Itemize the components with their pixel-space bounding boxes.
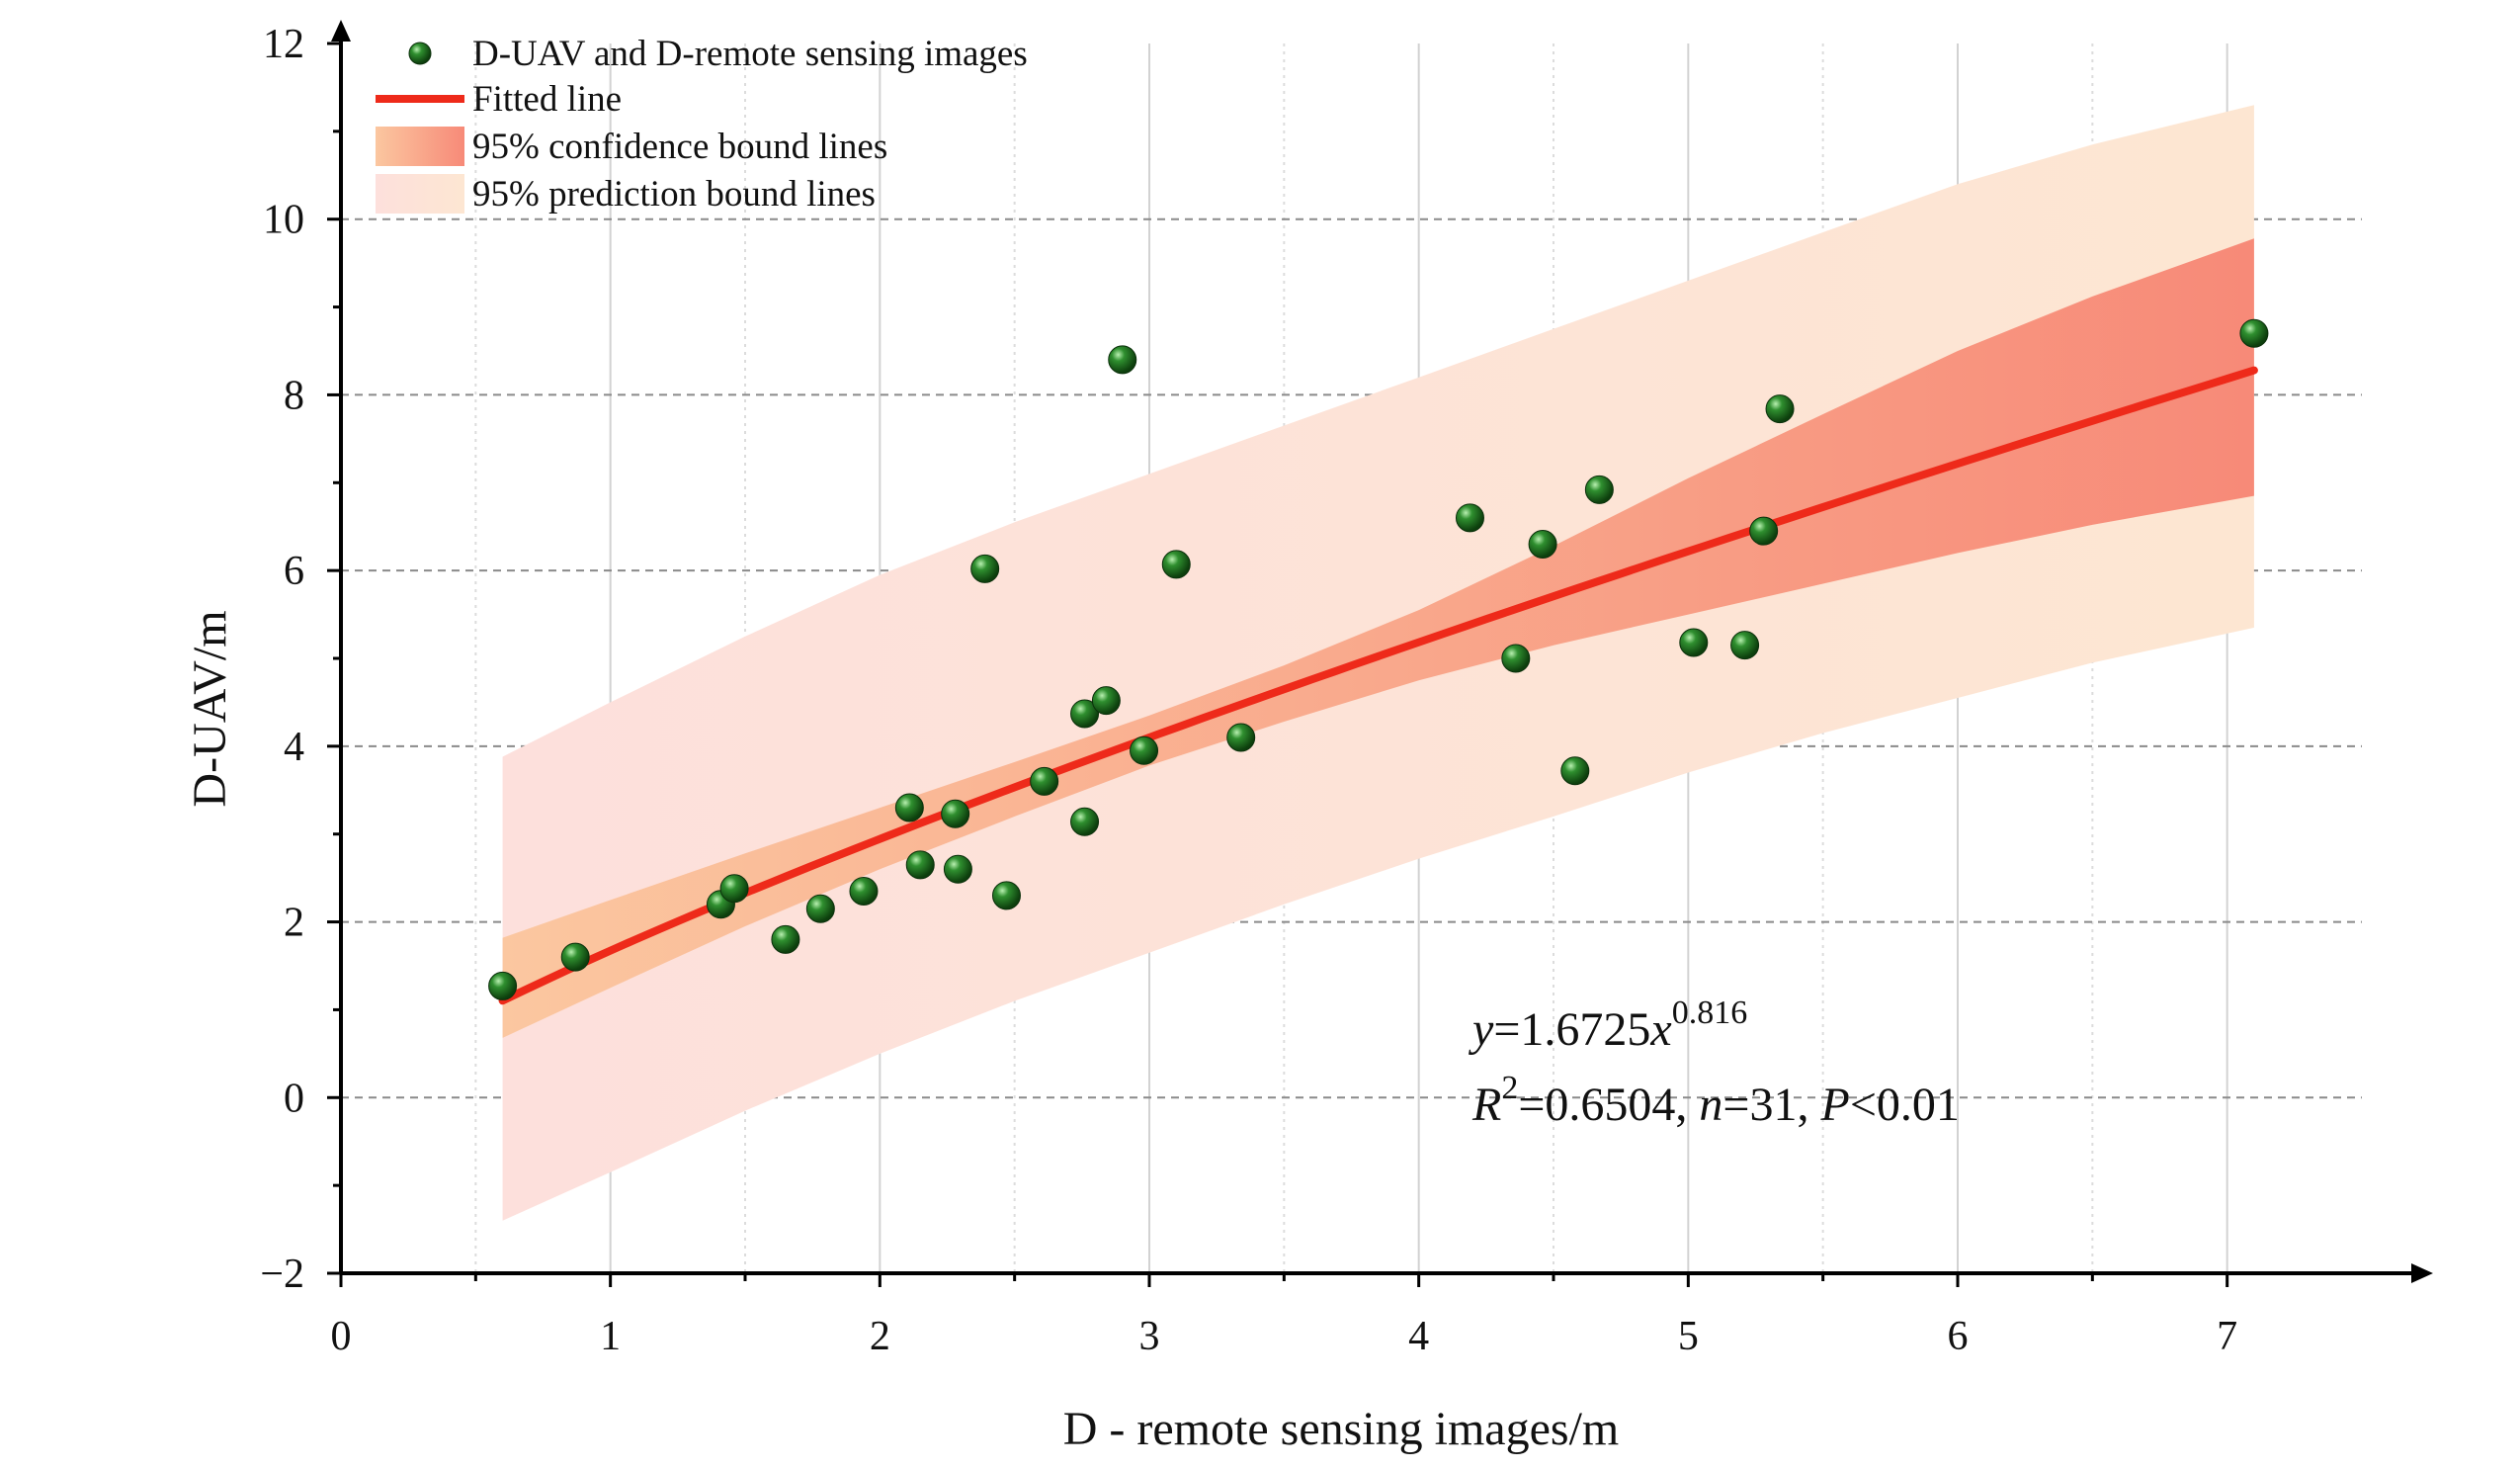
fitted-line-group [498, 366, 2258, 1005]
scatter-point [849, 876, 879, 906]
stats-n: n [1699, 1079, 1722, 1131]
scatter-point [1226, 723, 1256, 752]
95-confidence-bound-lines-band [502, 238, 2254, 1038]
scatter-point [1560, 756, 1590, 786]
scatter-point [1528, 529, 1557, 559]
x-tick-label: 5 [1678, 1314, 1699, 1359]
scatter-point [805, 894, 835, 923]
scatter-point [894, 793, 924, 822]
y-tick-label: 10 [263, 198, 304, 243]
equation-annotation: y=1.6725x0.816 [1468, 994, 1747, 1056]
scatter-point [771, 924, 800, 954]
legend: D-UAV and D-remote sensing images Fitted … [376, 34, 1028, 215]
scatter-point [943, 854, 972, 884]
scatter-point [1070, 699, 1100, 729]
legend-label: 95% prediction bound lines [472, 174, 876, 215]
scatter-point [905, 850, 935, 880]
y-axis-arrow [331, 20, 351, 42]
scatter-point [719, 874, 749, 904]
x-tick-label: 2 [870, 1314, 890, 1359]
scatter-point [2239, 318, 2269, 348]
x-tick-label: 1 [600, 1314, 621, 1359]
stats-n-value: =31, [1722, 1079, 1820, 1131]
scatter-point [488, 971, 518, 1000]
y-tick-label: 4 [284, 725, 304, 770]
y-tick-label: 0 [284, 1076, 304, 1121]
x-axis-arrow [2411, 1263, 2433, 1283]
stats-r-sup: 2 [1501, 1070, 1518, 1106]
x-axis-title: D - remote sensing images/m [1063, 1403, 1620, 1455]
y-tick-label: −2 [260, 1252, 304, 1297]
scatter-point [991, 881, 1021, 910]
scatter-point [1501, 644, 1531, 673]
scatter-point [1108, 345, 1137, 375]
stats-p-value: <0.01 [1850, 1079, 1960, 1131]
y-axis-title: D-UAV/m [184, 610, 236, 807]
y-tick-label: 8 [284, 373, 304, 418]
x-tick-label: 6 [1948, 1314, 1969, 1359]
scatter-point [560, 942, 590, 972]
y-tick-label: 2 [284, 901, 304, 946]
stats-r-value: =0.6504, [1518, 1079, 1699, 1131]
legend-marker-icon [408, 42, 432, 65]
scatter-point [970, 554, 1000, 583]
equation-body: =1.6725 [1493, 1003, 1650, 1056]
equation-x: x [1649, 1003, 1671, 1056]
y-tick-label: 6 [284, 549, 304, 594]
scatter-point [1130, 735, 1159, 765]
equation-exponent: 0.816 [1672, 994, 1748, 1031]
legend-label: D-UAV and D-remote sensing images [472, 34, 1028, 74]
scatter-point [1679, 628, 1709, 657]
fitted-line [498, 366, 2258, 1005]
legend-band-icon [376, 174, 464, 214]
x-tick-label: 0 [331, 1314, 352, 1359]
scatter-point [1749, 516, 1779, 546]
scatter-point [941, 799, 970, 828]
scatter-point [1091, 686, 1121, 716]
data-points [488, 318, 2269, 1000]
equation-y: y [1468, 1003, 1494, 1056]
legend-label: 95% confidence bound lines [472, 127, 887, 167]
stats-annotation: R2=0.6504, n=31, P<0.01 [1471, 1070, 1960, 1131]
scatter-point [1765, 394, 1795, 424]
scatter-point [1161, 550, 1191, 579]
legend-band-icon [376, 127, 464, 166]
x-tick-label: 7 [2217, 1314, 2237, 1359]
stats-p: P [1819, 1079, 1849, 1131]
x-tick-label: 3 [1139, 1314, 1160, 1359]
scatter-point [1730, 631, 1760, 660]
stats-r: R [1471, 1079, 1501, 1131]
y-tick-label: 12 [263, 22, 304, 67]
bound-bands [502, 105, 2254, 1221]
legend-label: Fitted line [472, 79, 622, 120]
x-tick-label: 4 [1408, 1314, 1429, 1359]
scatter-point [1584, 475, 1614, 504]
scatter-point [1030, 766, 1059, 796]
scatter-point [1455, 503, 1484, 533]
scatter-point [1070, 807, 1100, 836]
